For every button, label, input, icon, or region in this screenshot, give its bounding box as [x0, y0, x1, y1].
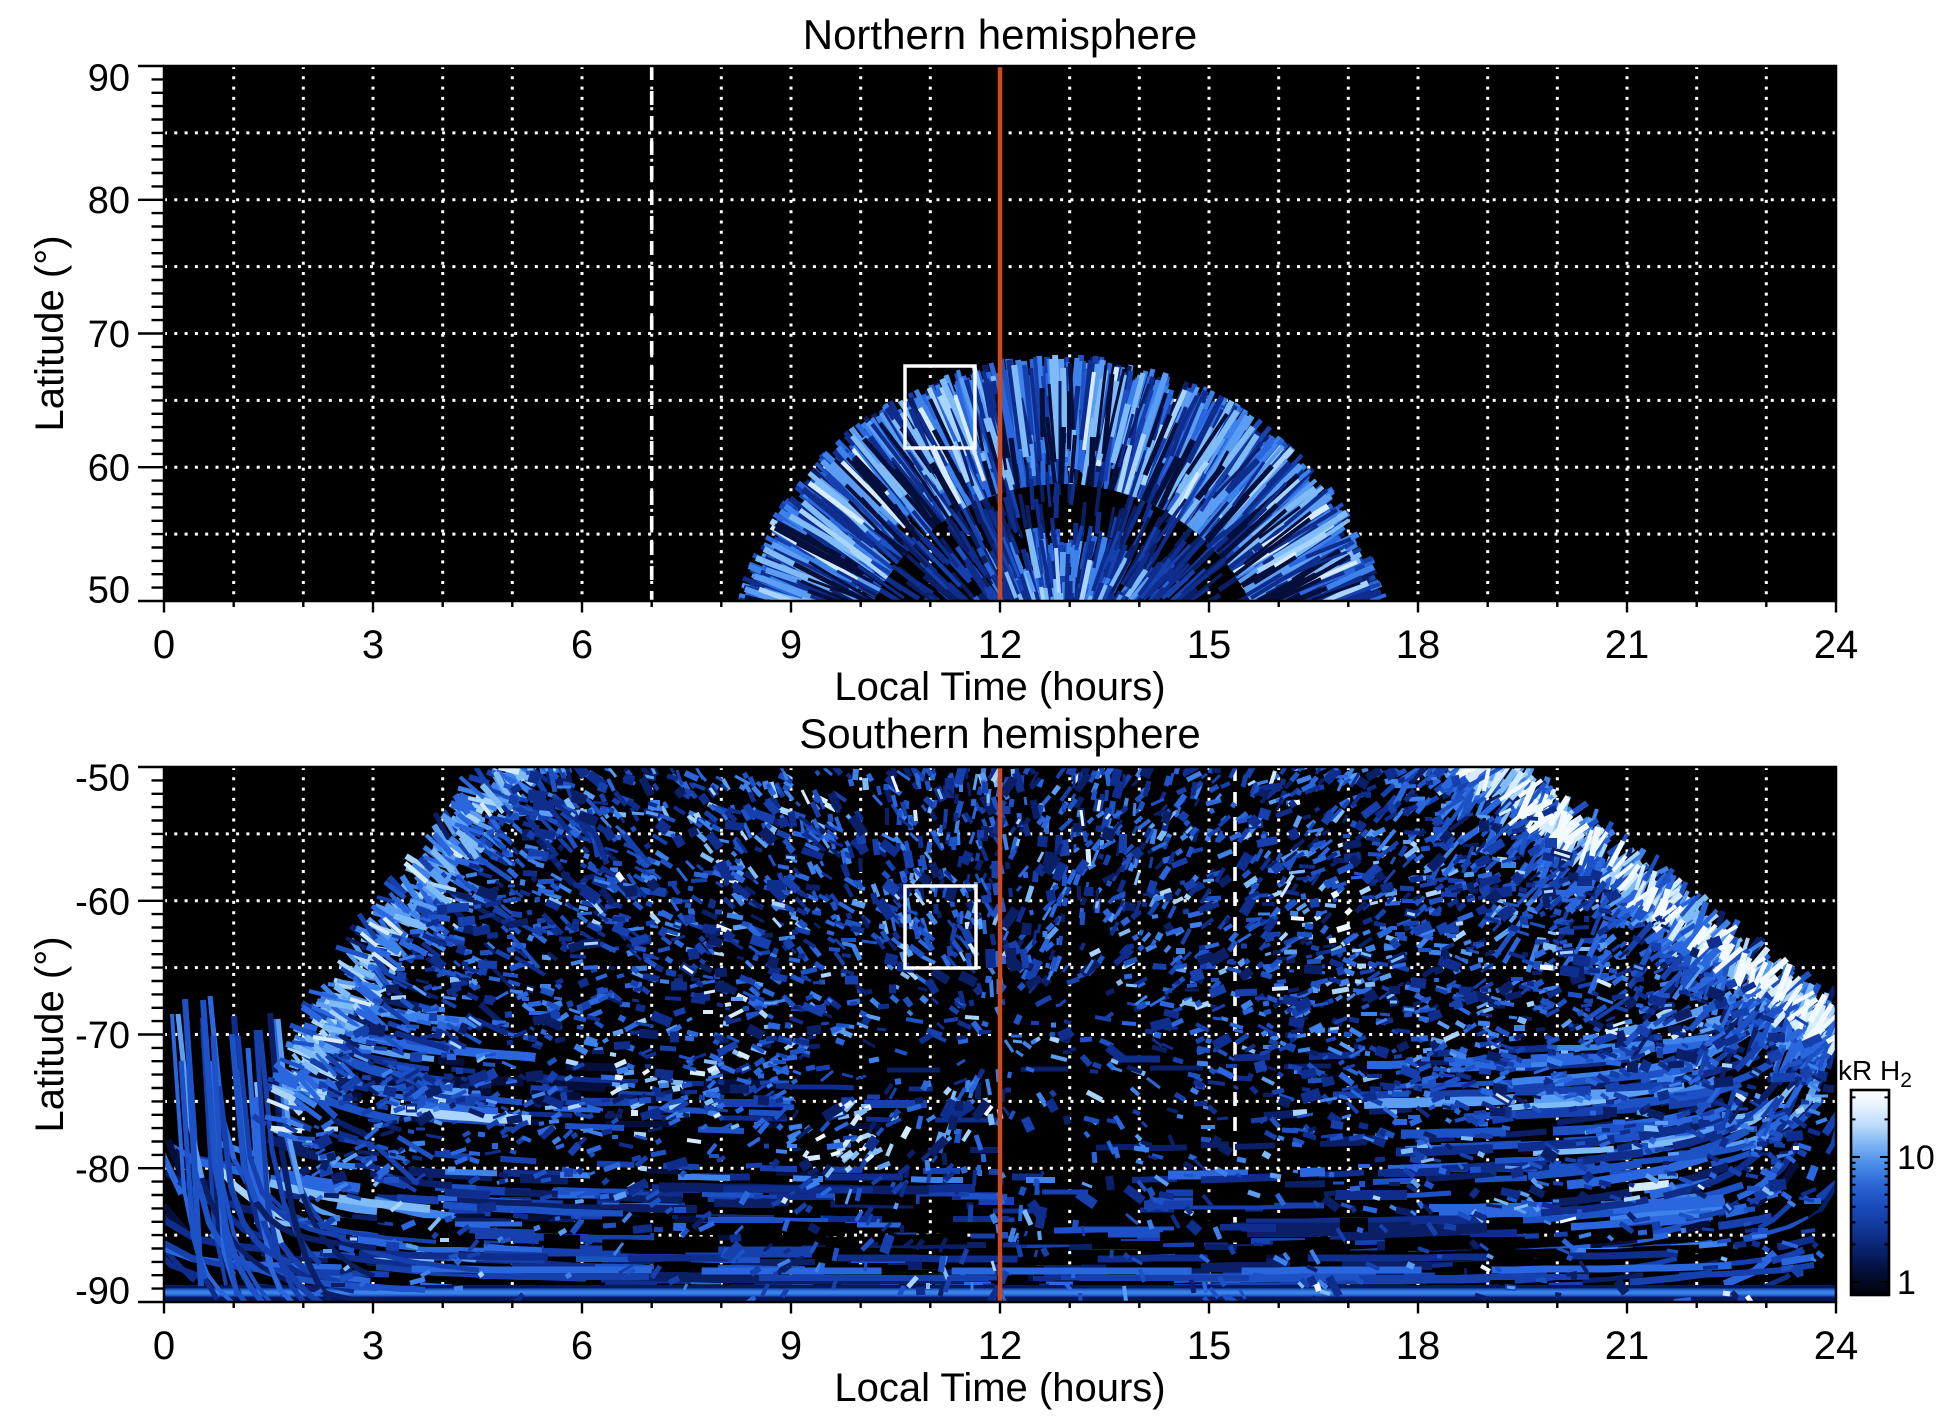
svg-text:12: 12: [978, 1324, 1023, 1368]
svg-text:90: 90: [88, 58, 130, 100]
svg-text:-50: -50: [75, 758, 130, 800]
svg-text:15: 15: [1187, 623, 1232, 667]
svg-text:Southern hemisphere: Southern hemisphere: [799, 710, 1201, 757]
svg-text:70: 70: [88, 314, 130, 356]
svg-text:3: 3: [362, 623, 384, 667]
svg-text:0: 0: [153, 1324, 175, 1368]
svg-text:-90: -90: [75, 1271, 130, 1313]
svg-text:18: 18: [1396, 623, 1441, 667]
svg-text:1: 1: [1897, 1264, 1916, 1302]
svg-text:21: 21: [1605, 623, 1650, 667]
svg-text:Latitude (°): Latitude (°): [28, 936, 72, 1132]
svg-text:6: 6: [571, 623, 593, 667]
svg-text:kR H2: kR H2: [1838, 1055, 1912, 1092]
svg-text:0: 0: [153, 623, 175, 667]
svg-text:Local Time (hours): Local Time (hours): [834, 665, 1165, 709]
svg-text:18: 18: [1396, 1324, 1441, 1368]
svg-text:Local Time (hours): Local Time (hours): [834, 1366, 1165, 1410]
svg-text:24: 24: [1814, 623, 1859, 667]
svg-text:3: 3: [362, 1324, 384, 1368]
svg-text:Latitude (°): Latitude (°): [28, 235, 72, 431]
svg-text:50: 50: [88, 570, 130, 612]
svg-text:Northern hemisphere: Northern hemisphere: [803, 11, 1198, 58]
svg-text:15: 15: [1187, 1324, 1232, 1368]
svg-text:-80: -80: [75, 1149, 130, 1191]
svg-text:12: 12: [978, 623, 1023, 667]
svg-text:10: 10: [1897, 1139, 1935, 1177]
svg-text:9: 9: [780, 623, 802, 667]
svg-text:80: 80: [88, 180, 130, 222]
svg-text:6: 6: [571, 1324, 593, 1368]
svg-text:-60: -60: [75, 881, 130, 923]
svg-text:24: 24: [1814, 1324, 1859, 1368]
svg-text:-70: -70: [75, 1015, 130, 1057]
svg-text:9: 9: [780, 1324, 802, 1368]
svg-text:60: 60: [88, 447, 130, 489]
svg-text:21: 21: [1605, 1324, 1650, 1368]
